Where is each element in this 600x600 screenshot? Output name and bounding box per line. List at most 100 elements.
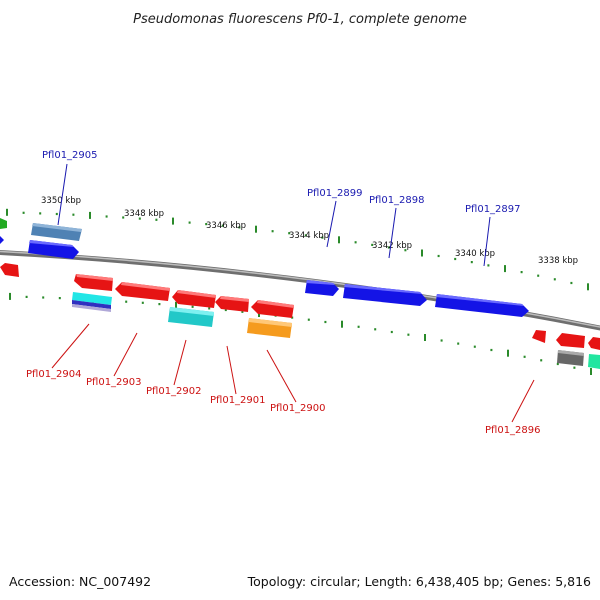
scale-tick-major (504, 265, 506, 273)
scale-tick-minor (122, 216, 125, 219)
scale-tick-major (175, 301, 177, 309)
scale-tick-minor (158, 303, 161, 306)
scale-tick-major (172, 217, 174, 225)
scale-tick-minor (324, 320, 327, 324)
gene-label-forward[interactable]: Pfl01_2899 (307, 188, 363, 199)
scale-label: 3346 kbp (206, 221, 246, 231)
scale-tick-major (6, 208, 8, 216)
gene-label-forward[interactable]: Pfl01_2897 (465, 204, 521, 215)
scale-tick-major (421, 249, 423, 257)
scale-tick-minor (307, 318, 310, 321)
scale-tick-minor (321, 236, 324, 239)
scale-label: 3340 kbp (455, 249, 495, 259)
scale-tick-minor (540, 359, 543, 362)
scale-tick-minor (39, 212, 42, 215)
scale-tick-minor (357, 325, 360, 328)
scale-tick-minor (42, 296, 45, 299)
scale-tick-minor (440, 339, 443, 342)
scale-tick-minor (288, 232, 291, 235)
scale-labels: 3350 kbp 3348 kbp 3346 kbp 3344 kbp 3342… (41, 196, 578, 266)
scale-label: 3350 kbp (41, 196, 81, 206)
scale-label: 3338 kbp (538, 256, 578, 266)
gene-label-reverse[interactable]: Pfl01_2903 (86, 377, 142, 388)
gene-arrow[interactable] (588, 337, 600, 350)
scale-tick-minor (520, 271, 523, 274)
scale-tick-minor (55, 212, 58, 216)
scale-tick-minor (473, 345, 476, 348)
scale-tick-minor (22, 211, 25, 214)
scale-tick-minor (221, 224, 224, 227)
scale-tick-minor (437, 254, 440, 258)
scale-tick-minor (570, 281, 573, 285)
scale-tick-minor (371, 243, 374, 246)
scale-tick-minor (374, 328, 377, 331)
scale-tick-minor (390, 330, 393, 334)
scale-tick-minor (404, 249, 407, 252)
gene-arrow[interactable] (72, 292, 112, 305)
gene-label-reverse[interactable]: Pfl01_2902 (146, 386, 202, 397)
gene-arrow[interactable] (0, 263, 19, 277)
scale-tick-major (587, 283, 589, 291)
scale-ticks-outer (6, 208, 589, 291)
scale-tick-minor (191, 305, 194, 308)
gene-arrow[interactable] (0, 218, 7, 229)
reverse-strand-genes (0, 263, 600, 369)
scale-tick-minor (238, 226, 241, 229)
scale-tick-minor (58, 297, 61, 300)
scale-tick-major (424, 334, 426, 341)
scale-tick-major (89, 211, 91, 219)
scale-tick-minor (188, 221, 191, 224)
scale-tick-minor (224, 308, 227, 312)
scale-tick-minor (125, 300, 128, 303)
scale-tick-minor (25, 295, 28, 298)
scale-tick-minor (141, 301, 144, 304)
scale-tick-minor (271, 230, 274, 233)
gene-arrow[interactable] (0, 236, 4, 244)
scale-tick-minor (470, 261, 473, 264)
scale-tick-minor (354, 241, 357, 244)
gene-arrow[interactable] (435, 294, 529, 317)
scale-tick-minor (407, 333, 410, 336)
gene-label-forward[interactable]: Pfl01_2905 (42, 150, 98, 161)
gene-label-reverse[interactable]: Pfl01_2901 (210, 395, 266, 406)
gene-label-forward[interactable]: Pfl01_2898 (369, 195, 425, 206)
scale-tick-minor (138, 217, 141, 220)
scale-tick-minor (573, 366, 576, 369)
scale-label: 3342 kbp (372, 241, 412, 251)
scale-tick-major (255, 225, 257, 233)
scale-tick-minor (457, 342, 460, 345)
scale-tick-minor (208, 307, 211, 310)
scale-tick-major (507, 349, 509, 357)
gene-label-reverse[interactable]: Pfl01_2900 (270, 403, 326, 414)
gene-arrow[interactable] (556, 333, 585, 348)
gene-label-leaders (51, 163, 535, 423)
scale-tick-minor (454, 257, 457, 261)
scale-tick-minor (291, 316, 294, 319)
scale-tick-minor (523, 355, 526, 358)
scale-tick-minor (304, 234, 307, 237)
scale-tick-major (338, 236, 340, 244)
gene-arrow[interactable] (343, 284, 427, 306)
forward-strand-genes (0, 218, 529, 317)
gene-arrow[interactable] (532, 330, 546, 343)
scale-tick-minor (241, 310, 244, 313)
scale-tick-minor (487, 264, 490, 267)
gene-labels: Pfl01_2905 Pfl01_2899 Pfl01_2898 Pfl01_2… (26, 150, 541, 436)
scale-label: 3344 kbp (289, 231, 329, 241)
scale-tick-minor (553, 278, 556, 281)
scale-tick-minor (537, 274, 540, 277)
scale-tick-minor (387, 246, 390, 249)
genome-summary-text: Topology: circular; Length: 6,438,405 bp… (247, 574, 591, 589)
gene-label-reverse[interactable]: Pfl01_2904 (26, 369, 82, 380)
scale-tick-minor (72, 213, 75, 216)
gene-arrow[interactable] (588, 354, 600, 369)
scale-tick-major (9, 292, 11, 300)
accession-text: Accession: NC_007492 (9, 574, 151, 589)
scale-tick-major (590, 368, 592, 375)
gene-label-reverse[interactable]: Pfl01_2896 (485, 425, 541, 436)
genome-backbone (0, 250, 600, 331)
scale-tick-major (341, 320, 343, 328)
gene-arrow[interactable] (72, 300, 111, 309)
map-title: Pseudomonas fluorescens Pf0-1, complete … (133, 12, 467, 27)
